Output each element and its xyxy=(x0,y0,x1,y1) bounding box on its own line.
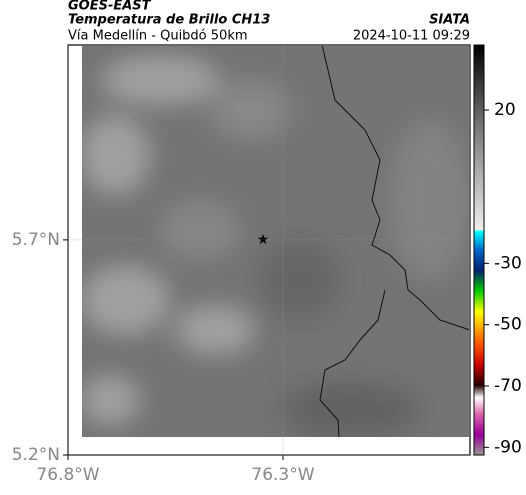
colorbar-tick-label: 20 xyxy=(494,100,516,120)
source: GOES-EAST xyxy=(68,0,152,14)
y-tick-label: 5.2°N xyxy=(12,445,60,465)
colorbar xyxy=(473,44,485,456)
satellite-image xyxy=(82,46,469,437)
colorbar-tick-label: -70 xyxy=(494,376,522,396)
y-tick-label: 5.7°N xyxy=(12,230,60,250)
colorbar-tick-label: -90 xyxy=(494,437,522,457)
timestamp: 2024-10-11 09:29 xyxy=(353,29,470,44)
x-tick-label: 76.8°W xyxy=(36,465,99,485)
product: Temperatura de Brillo CH13 xyxy=(68,13,270,28)
agency: SIATA xyxy=(429,13,470,28)
x-tick-label: 76.3°W xyxy=(251,465,314,485)
colorbar-tick-label: -50 xyxy=(494,315,522,335)
colorbar-tick-label: -30 xyxy=(494,253,522,273)
route: Vía Medellín - Quibdó 50km xyxy=(68,29,248,44)
